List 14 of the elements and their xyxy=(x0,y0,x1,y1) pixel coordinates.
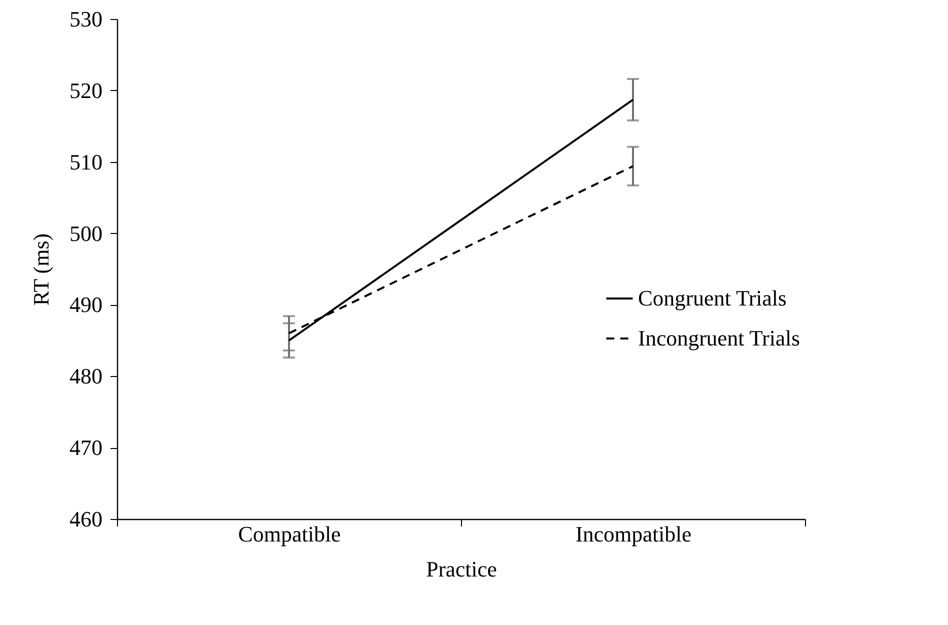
y-tick-label: 530 xyxy=(70,6,102,32)
y-tick-label: 470 xyxy=(70,435,102,460)
x-tick-label: Compatible xyxy=(238,522,341,546)
y-tick-label: 520 xyxy=(70,78,102,103)
y-tick-label: 500 xyxy=(70,220,102,246)
y-axis-title: RT (ms) xyxy=(28,233,54,306)
y-tick-label: 480 xyxy=(70,364,102,389)
x-tick-label: Incompatible xyxy=(575,522,692,546)
x-axis-title: Practice xyxy=(426,556,497,582)
legend-label: Incongruent Trials xyxy=(638,326,800,350)
legend-label: Congruent Trials xyxy=(638,286,787,310)
y-tick-label: 460 xyxy=(70,506,102,532)
y-tick-label: 510 xyxy=(70,149,102,174)
y-tick-label: 490 xyxy=(70,292,102,318)
